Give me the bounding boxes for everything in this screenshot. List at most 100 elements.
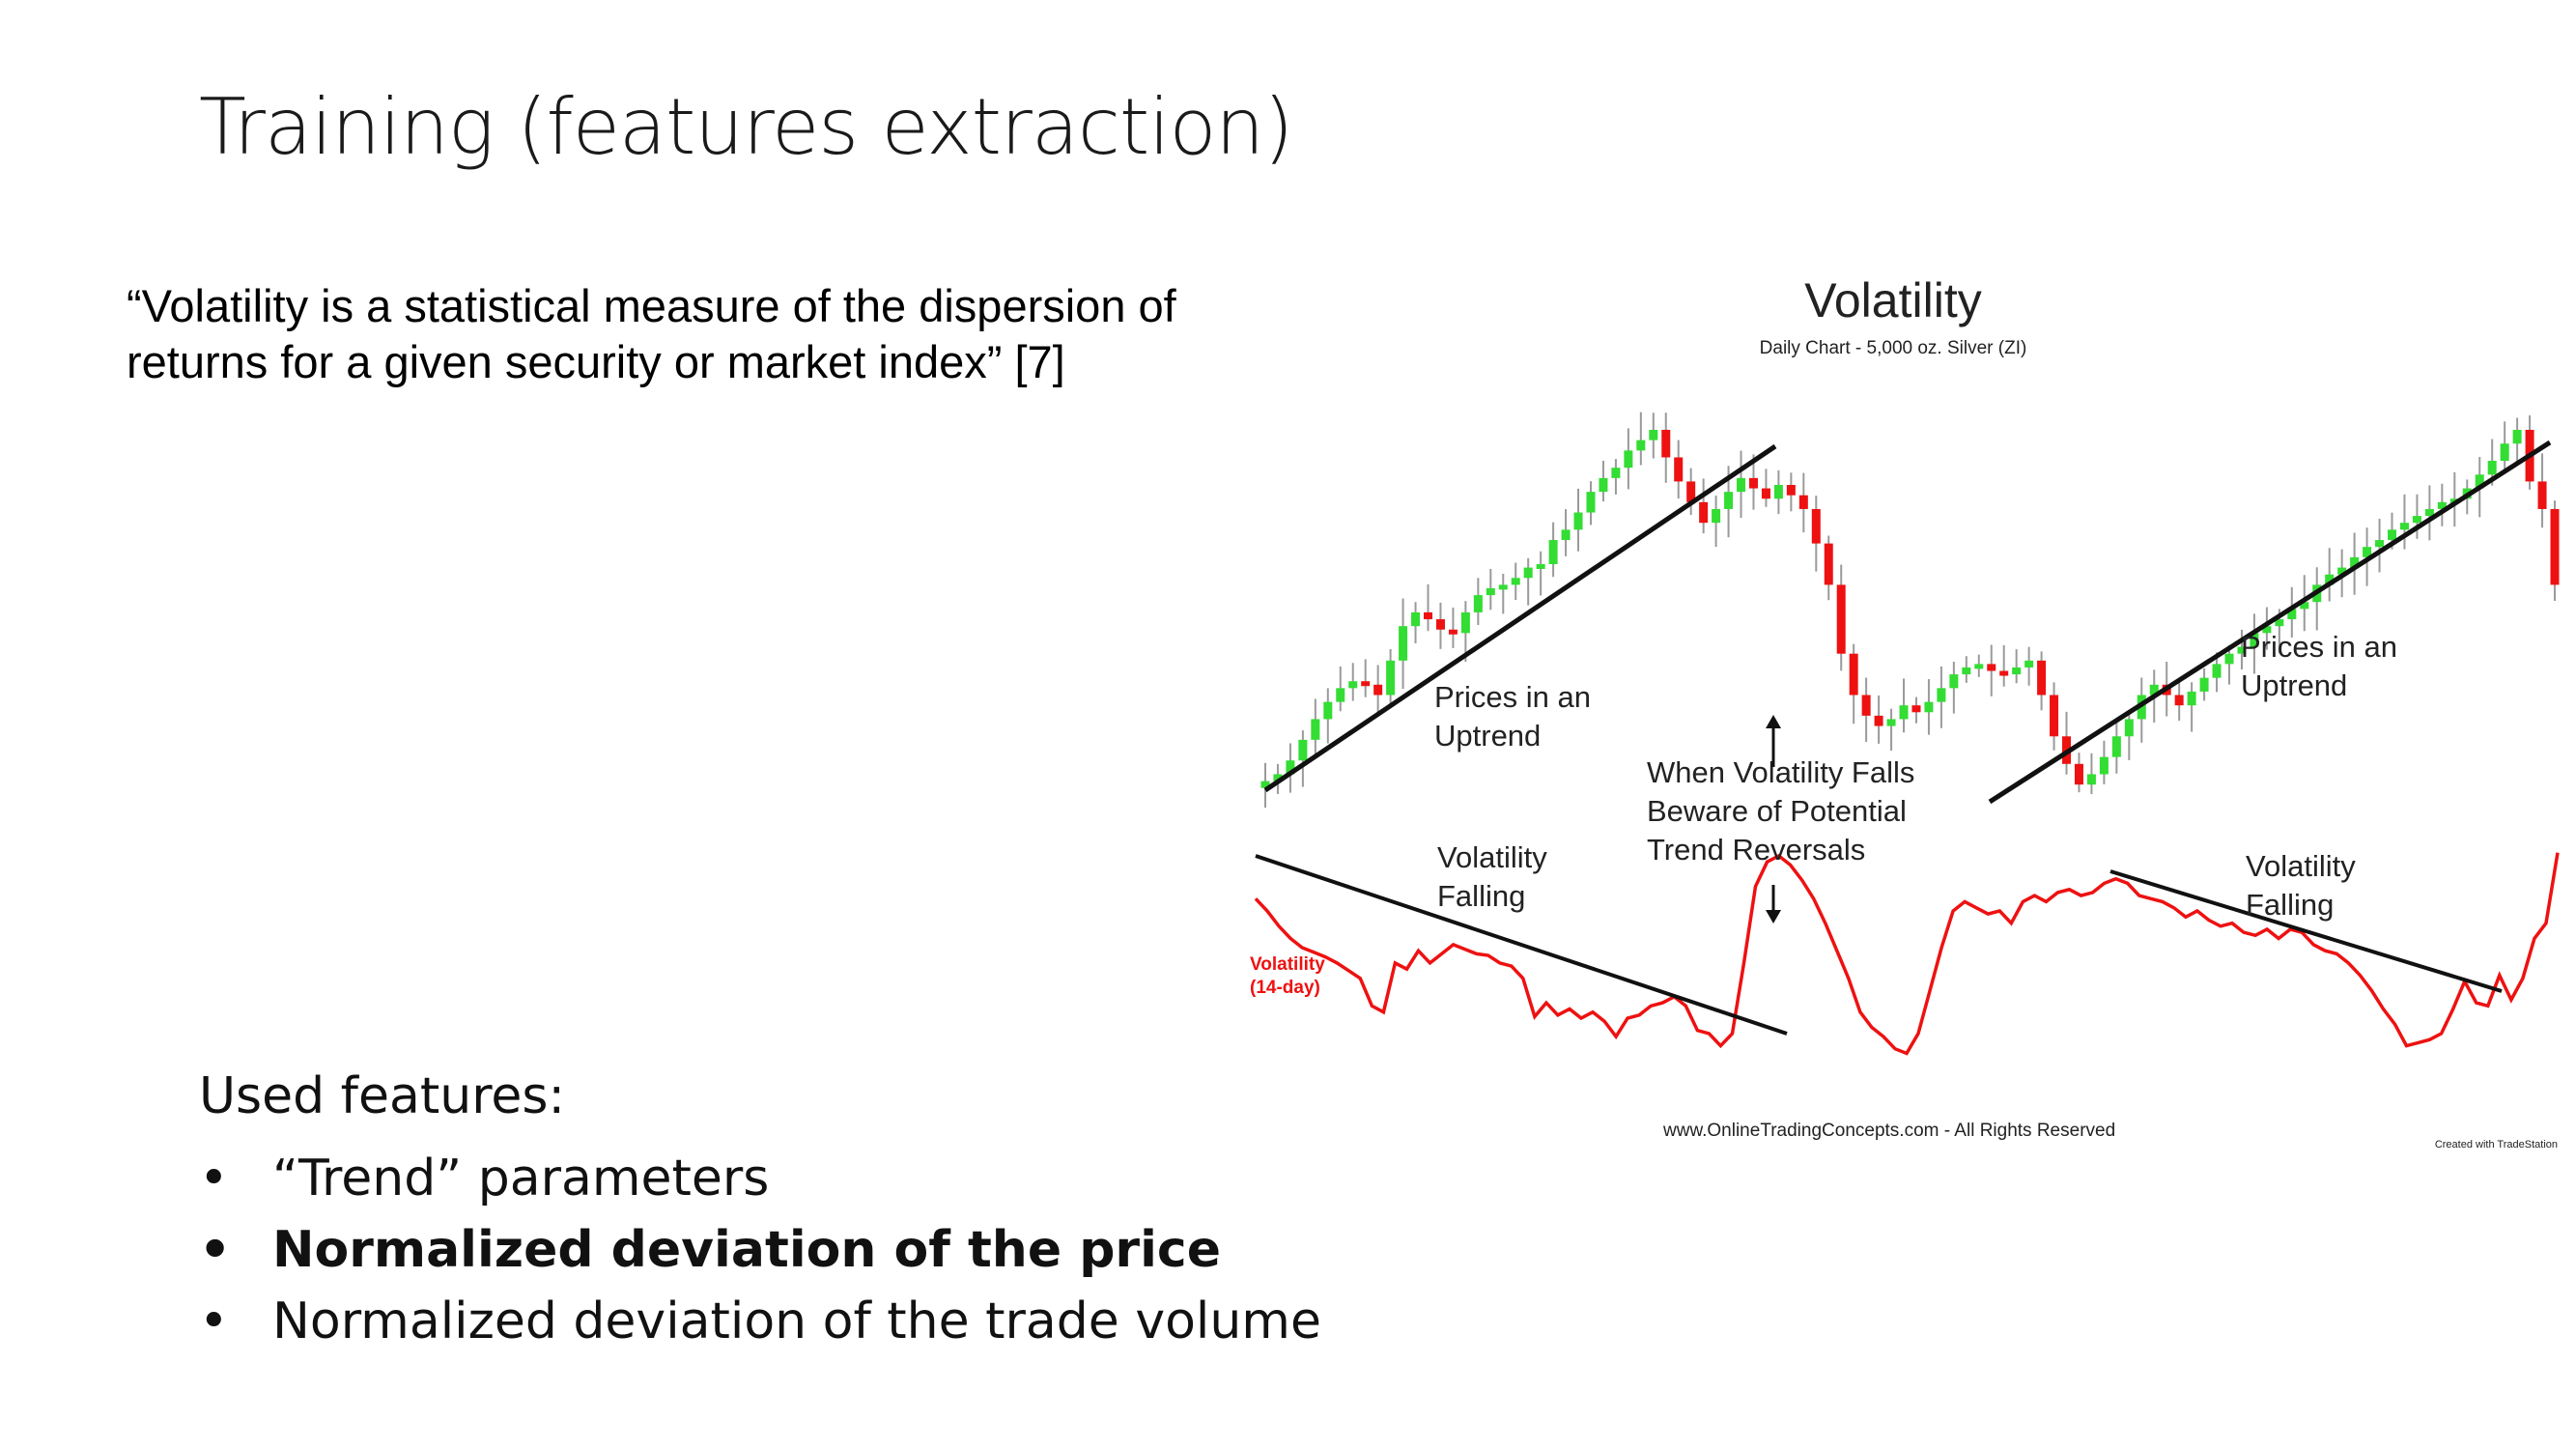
candle-down <box>1373 684 1383 696</box>
feature-item-volume-deviation: Normalized deviation of the trade volume <box>199 1286 1321 1357</box>
candle-down <box>1423 611 1432 620</box>
candle-up <box>2388 529 2397 541</box>
candle-down <box>1987 664 1996 671</box>
feature-item-trend: “Trend” parameters <box>199 1143 1321 1214</box>
candle-down <box>1699 501 1709 524</box>
candle-down <box>1686 481 1696 502</box>
candle-up <box>1949 674 1959 689</box>
candle-up <box>2300 602 2309 610</box>
volatility-chart: Volatility Daily Chart - 5,000 oz. Silve… <box>1250 273 2560 1151</box>
candle-up <box>2124 719 2134 737</box>
candle-up <box>1399 626 1408 661</box>
annotation-prices-uptrend-right: Prices in an Uptrend <box>2241 630 2406 702</box>
candle-up <box>2187 691 2196 706</box>
volatility-definition-quote: “Volatility is a statistical measure of … <box>127 280 1176 387</box>
candle-up <box>2437 501 2447 509</box>
candle-up <box>1611 468 1621 478</box>
candle-up <box>1323 701 1333 720</box>
candle-up <box>2024 660 2034 668</box>
candle-up <box>1336 688 1345 702</box>
candle-up <box>1937 688 1946 702</box>
candle-down <box>1874 715 1883 726</box>
candle-up <box>1411 611 1421 627</box>
candle-up <box>2487 461 2497 475</box>
chart-title: Volatility <box>1804 273 1981 327</box>
candle-up <box>1573 512 1583 530</box>
candle-up <box>1962 667 1971 675</box>
trendline-volatility-right <box>2109 869 2503 993</box>
candle-up <box>2325 574 2335 585</box>
feature-list: “Trend” parameters Normalized deviation … <box>199 1143 1321 1357</box>
candle-down <box>2050 695 2059 737</box>
candle-up <box>1523 567 1533 579</box>
candle-up <box>1724 492 1734 509</box>
candle-up <box>1561 529 1571 541</box>
candle-up <box>2363 547 2372 557</box>
candle-down <box>1435 619 1445 630</box>
candle-down <box>2174 695 2184 706</box>
feature-item-price-deviation: Normalized deviation of the price <box>199 1214 1321 1286</box>
candle-up <box>1311 719 1320 740</box>
candle-up <box>1536 564 1545 569</box>
candle-up <box>1599 477 1608 493</box>
candle-up <box>1974 664 1984 669</box>
slide-title: Training (features extraction) <box>199 82 1293 172</box>
candle-up <box>2500 443 2509 462</box>
candle-down <box>2037 660 2047 696</box>
candle-up <box>1737 477 1746 493</box>
candle-up <box>2199 677 2209 692</box>
price-candles <box>1260 412 2560 809</box>
candle-down <box>2550 508 2560 585</box>
candle-down <box>1824 543 1833 585</box>
candle-up <box>2237 646 2247 654</box>
candle-down <box>1811 508 1821 544</box>
candle-down <box>1999 670 2009 676</box>
candle-down <box>2537 481 2547 509</box>
candle-up <box>1886 719 1896 726</box>
trendline-uptrend-right <box>1988 440 2552 805</box>
annotation-prices-uptrend-left: Prices in an Uptrend <box>1434 680 1599 753</box>
candle-up <box>1624 450 1633 469</box>
used-features-heading: Used features: <box>199 1067 566 1125</box>
chart-subtitle: Daily Chart - 5,000 oz. Silver (ZI) <box>1760 338 2027 358</box>
candle-down <box>1361 681 1371 687</box>
candle-up <box>2275 619 2284 627</box>
candle-up <box>2350 556 2360 568</box>
candle-up <box>2212 664 2222 678</box>
candle-up <box>2399 523 2409 530</box>
candle-up <box>2012 667 2022 675</box>
candle-up <box>1586 492 1596 513</box>
candle-down <box>1761 488 1770 499</box>
candle-up <box>2475 474 2484 489</box>
candle-up <box>2337 567 2347 575</box>
chart-footer: www.OnlineTradingConcepts.com - All Righ… <box>1662 1121 2115 1141</box>
candle-up <box>1712 508 1721 524</box>
used-features-section: Used features: “Trend” parameters Normal… <box>199 1067 1321 1357</box>
candle-up <box>2099 756 2109 775</box>
annotation-volatility-falling-right: Volatility Falling <box>2246 849 2364 922</box>
candle-down <box>1786 485 1796 496</box>
candle-down <box>1849 653 1858 696</box>
candle-up <box>1286 760 1295 775</box>
candle-up <box>2149 684 2159 696</box>
candle-down <box>1748 477 1758 489</box>
candle-up <box>2424 508 2434 517</box>
candle-up <box>1260 781 1270 788</box>
candle-up <box>1548 540 1558 564</box>
candle-up <box>1460 611 1470 634</box>
annotation-volatility-falling-left: Volatility Falling <box>1437 840 1555 913</box>
arrow-down-icon <box>1766 885 1781 923</box>
candle-up <box>1498 584 1508 590</box>
candle-down <box>1798 495 1808 509</box>
candle-down <box>1911 705 1921 713</box>
candle-down <box>1661 429 1671 458</box>
candle-up <box>2512 429 2522 444</box>
candle-up <box>1486 587 1495 596</box>
candle-up <box>1636 440 1646 451</box>
candle-up <box>1773 485 1783 499</box>
volatility-axis-label: Volatility (14-day) <box>1250 954 1330 998</box>
candle-up <box>1273 774 1283 781</box>
candle-down <box>2074 763 2083 785</box>
candle-up <box>2262 626 2272 634</box>
candle-up <box>2287 609 2297 620</box>
